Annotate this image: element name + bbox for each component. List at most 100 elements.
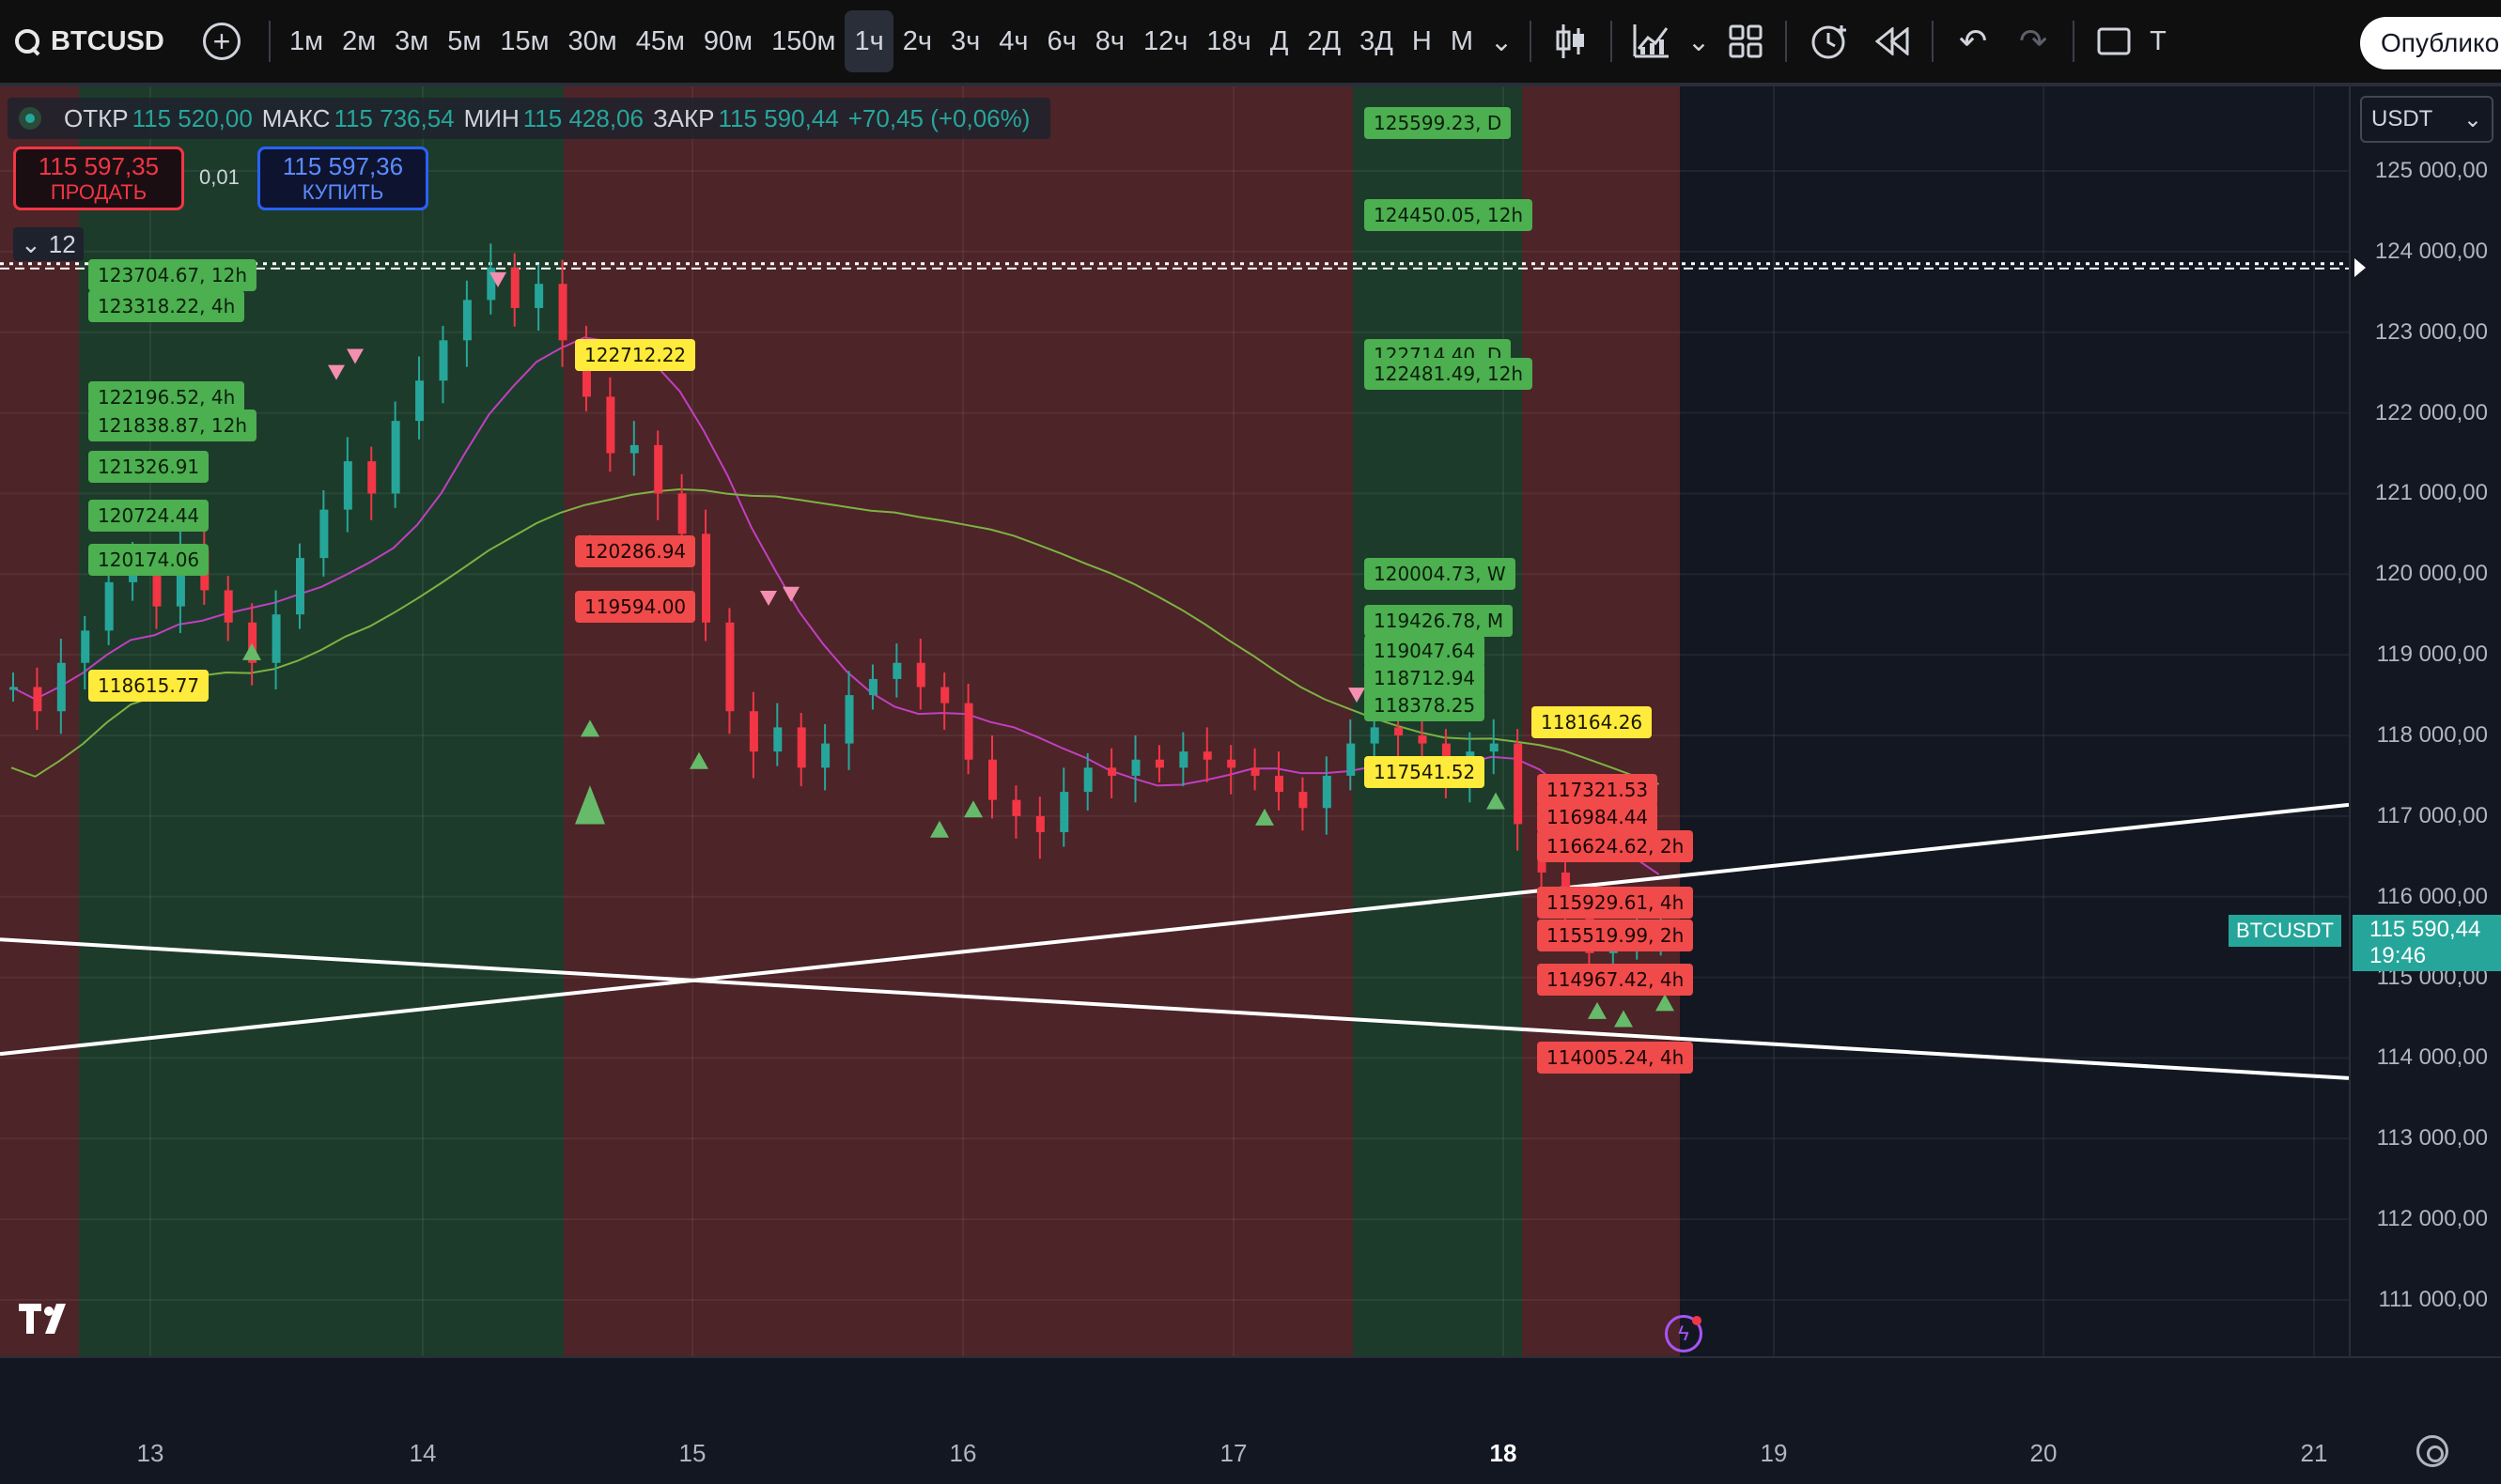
price-axis-label: 117 000,00	[2376, 802, 2488, 828]
timeframe-7[interactable]: 90м	[703, 25, 753, 56]
timeframe-5[interactable]: 30м	[567, 25, 617, 56]
candle-body	[295, 558, 304, 615]
signal-up-triangle	[1255, 808, 1274, 826]
publish-button[interactable]: Опублико	[2360, 17, 2501, 70]
buy-button[interactable]: 115 597,36 КУПИТЬ	[257, 147, 428, 210]
signal-up-triangle	[1486, 792, 1505, 810]
buy-label: КУПИТЬ	[302, 180, 384, 204]
level-tag-right: 119426.78, M	[1364, 604, 1514, 637]
level-tag-right: 117541.52	[1364, 756, 1485, 789]
timeframe-18[interactable]: 2Д	[1307, 25, 1342, 56]
timeframe-21[interactable]: М	[1450, 25, 1474, 56]
price-axis-label: 113 000,00	[2376, 1125, 2488, 1152]
candle-body	[319, 509, 329, 559]
sell-price: 115 597,35	[38, 152, 160, 180]
timeframe-6[interactable]: 45м	[635, 25, 685, 56]
zone-red	[564, 86, 1353, 1356]
price-axis-label: 114 000,00	[2376, 1044, 2488, 1071]
symbol-search[interactable]: BTCUSD	[0, 0, 184, 85]
timeframe-20[interactable]: Н	[1411, 25, 1432, 56]
trendline-down	[0, 937, 2349, 1080]
candle-body	[797, 727, 806, 768]
time-axis[interactable]: 13 14 15 16 17 18 19 20 21	[0, 1356, 2501, 1484]
current-symbol-badge: BTCUSDT	[2229, 915, 2341, 947]
candle-body	[343, 461, 352, 510]
layout-grid-icon[interactable]	[1716, 0, 1776, 85]
candle-body	[606, 396, 615, 454]
indicators-chevron-icon[interactable]: ⌄	[1686, 26, 1711, 57]
candles-icon[interactable]	[1541, 0, 1601, 85]
timeframe-14[interactable]: 8ч	[1095, 25, 1125, 56]
change-value: +70,45 (+0,06%)	[847, 103, 1031, 132]
top-toolbar: BTCUSD + 1м 2м 3м 5м 15м 30м 45м 90м 150м 1ч 2ч 3ч 4…	[0, 0, 2501, 86]
signal-up-triangle	[930, 820, 949, 838]
level-tag-right: 116624.62, 2h	[1537, 830, 1694, 863]
signal-up-triangle	[1588, 1001, 1607, 1019]
timeframe-2[interactable]: 3м	[395, 25, 429, 56]
visibility-dot-icon[interactable]	[19, 107, 41, 130]
toolbar-cut-label[interactable]: Т	[2150, 25, 2167, 56]
timeframe-13[interactable]: 6ч	[1047, 25, 1077, 56]
candle-body	[988, 759, 998, 800]
open-value: 115 520,00	[132, 103, 253, 132]
timeframe-15[interactable]: 12ч	[1142, 25, 1188, 56]
timeframe-10[interactable]: 2ч	[902, 25, 932, 56]
candle-body	[1227, 759, 1236, 768]
candle-body	[1346, 743, 1356, 776]
timeframe-11[interactable]: 3ч	[950, 25, 981, 56]
candle-body	[487, 268, 496, 301]
undo-icon[interactable]: ↶	[1958, 22, 1988, 60]
candle-body	[81, 630, 90, 663]
toolbar-divider	[2073, 21, 2075, 62]
timeframe-3[interactable]: 5м	[447, 25, 482, 56]
candle-body	[1155, 759, 1164, 768]
redo-icon[interactable]: ↷	[2018, 22, 2048, 60]
candle-body	[1012, 799, 1021, 816]
signal-down-triangle	[347, 348, 364, 364]
fullscreen-icon[interactable]	[2084, 0, 2144, 85]
level-tag-middle: 119594.00	[575, 591, 696, 624]
level-tag-left: 123704.67, 12h	[88, 259, 256, 292]
price-axis-label: 123 000,00	[2374, 318, 2488, 345]
candle-body	[773, 727, 783, 752]
candle-body	[9, 687, 18, 690]
price-chart[interactable]	[0, 86, 2349, 1356]
signal-up-triangle	[964, 800, 983, 818]
ohlc-legend: ОТКР 115 520,00 МАКС 115 736,54 МИН 115 …	[8, 98, 1051, 139]
price-axis[interactable]: 125 000,00 124 000,00 123 000,00 122 000,00…	[2349, 86, 2501, 1356]
signal-down-triangle	[1348, 688, 1365, 703]
timeframe-16[interactable]: 18ч	[1206, 25, 1251, 56]
low-label: МИН	[463, 103, 520, 132]
timeframe-19[interactable]: 3Д	[1359, 25, 1393, 56]
level-tag-right: 115519.99, 2h	[1537, 919, 1694, 951]
candle-body	[510, 268, 520, 308]
replay-icon[interactable]	[1862, 0, 1922, 85]
candle-body	[558, 284, 567, 341]
signal-up-triangle-large	[575, 785, 605, 825]
price-axis-label: 124 000,00	[2374, 238, 2488, 264]
timeframe-9[interactable]: 1ч	[845, 10, 893, 72]
timeframe-12[interactable]: 4ч	[999, 25, 1029, 56]
level-tag-left: 121838.87, 12h	[88, 410, 256, 442]
candle-body	[176, 549, 185, 607]
timeframe-4[interactable]: 15м	[500, 25, 550, 56]
timeframe-chevron-icon[interactable]: ⌄	[1489, 26, 1514, 57]
lightning-icon[interactable]: ϟ	[1665, 1315, 1702, 1353]
currency-select[interactable]: USDT ⌄	[2360, 96, 2493, 143]
indicators-collapse-toggle[interactable]: ⌄ 12	[13, 227, 84, 261]
alert-clock-icon[interactable]	[1796, 0, 1862, 85]
timeframe-1[interactable]: 2м	[342, 25, 377, 56]
candle-body	[916, 662, 925, 688]
timeframe-8[interactable]: 150м	[771, 25, 836, 56]
compare-symbol-button[interactable]: +	[184, 0, 259, 85]
level-tag-right: 117321.53	[1537, 774, 1658, 807]
indicators-icon[interactable]	[1622, 0, 1682, 85]
trendline-up	[0, 802, 2349, 1057]
timeframe-17[interactable]: Д	[1269, 25, 1289, 56]
settings-gear-icon[interactable]	[2416, 1435, 2448, 1467]
sell-button[interactable]: 115 597,35 ПРОДАТЬ	[13, 147, 184, 210]
signal-down-triangle	[783, 586, 800, 602]
time-axis-label: 21	[2300, 1439, 2328, 1467]
timeframe-0[interactable]: 1м	[289, 25, 324, 56]
price-axis-label: 119 000,00	[2376, 642, 2488, 668]
